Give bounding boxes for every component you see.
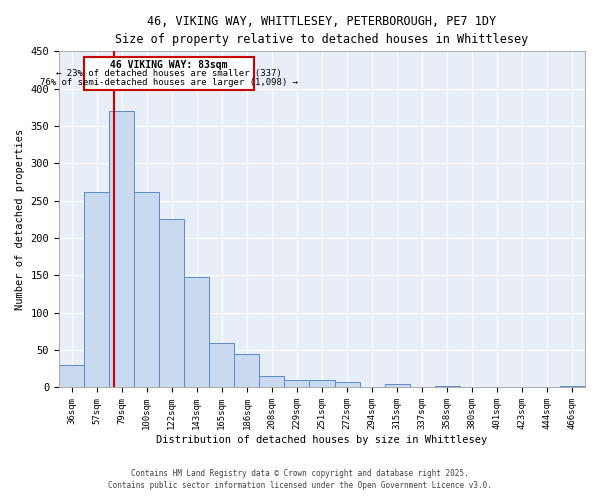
Bar <box>310 380 335 388</box>
Bar <box>560 386 585 388</box>
Text: ← 23% of detached houses are smaller (337): ← 23% of detached houses are smaller (33… <box>56 70 282 78</box>
Bar <box>385 384 410 388</box>
Bar <box>184 277 209 388</box>
Bar <box>109 111 134 388</box>
Bar <box>134 192 159 388</box>
X-axis label: Distribution of detached houses by size in Whittlesey: Distribution of detached houses by size … <box>157 435 488 445</box>
Title: 46, VIKING WAY, WHITTLESEY, PETERBOROUGH, PE7 1DY
Size of property relative to d: 46, VIKING WAY, WHITTLESEY, PETERBOROUGH… <box>115 15 529 46</box>
Text: Contains HM Land Registry data © Crown copyright and database right 2025.
Contai: Contains HM Land Registry data © Crown c… <box>108 468 492 490</box>
Text: 46 VIKING WAY: 83sqm: 46 VIKING WAY: 83sqm <box>110 60 228 70</box>
Y-axis label: Number of detached properties: Number of detached properties <box>15 129 25 310</box>
Bar <box>159 220 184 388</box>
Bar <box>209 342 235 388</box>
Bar <box>59 365 84 388</box>
FancyBboxPatch shape <box>84 58 254 90</box>
Bar <box>284 380 310 388</box>
Bar <box>335 382 359 388</box>
Bar <box>235 354 259 388</box>
Text: 76% of semi-detached houses are larger (1,098) →: 76% of semi-detached houses are larger (… <box>40 78 298 87</box>
Bar <box>435 386 460 388</box>
Bar <box>259 376 284 388</box>
Bar <box>84 192 109 388</box>
